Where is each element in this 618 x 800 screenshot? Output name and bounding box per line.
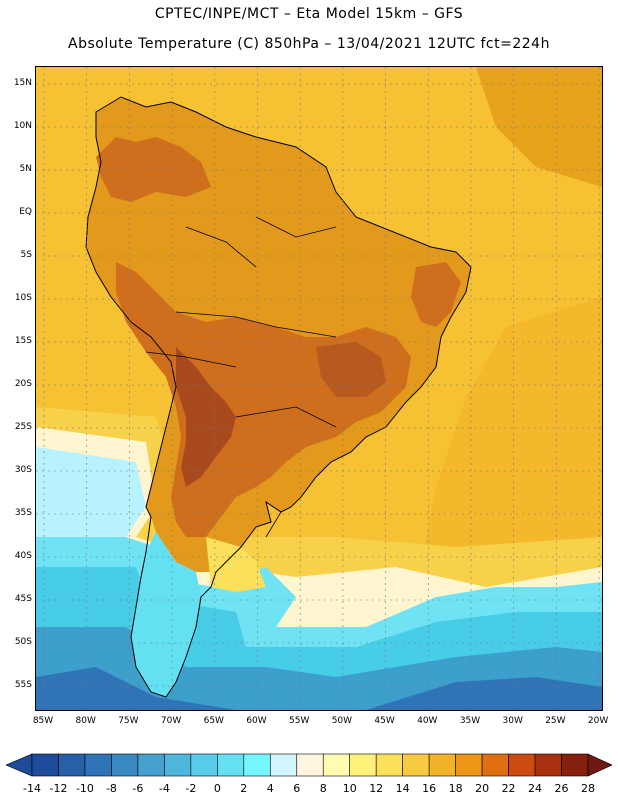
country-borders bbox=[145, 216, 337, 538]
lat-tick-label: 5S bbox=[20, 250, 32, 260]
colorbar-cell bbox=[217, 753, 245, 777]
lon-tick-label: 65W bbox=[203, 716, 224, 726]
lon-tick-label: 30W bbox=[502, 716, 523, 726]
colorbar-cell bbox=[481, 753, 509, 777]
lat-tick-label: 15N bbox=[13, 78, 32, 88]
colorbar-cell bbox=[375, 753, 403, 777]
colorbar-tick-label: 2 bbox=[240, 782, 248, 795]
lon-tick-label: 70W bbox=[160, 716, 182, 726]
colorbar-cell bbox=[534, 753, 562, 777]
lat-tick-label: 20S bbox=[14, 379, 32, 389]
lon-tick-label: 75W bbox=[118, 716, 139, 726]
colorbar-cell bbox=[561, 753, 589, 777]
lat-tick-label: 10S bbox=[14, 293, 32, 303]
colorbar-tick-label: -8 bbox=[105, 782, 117, 795]
colorbar-tick-label: -2 bbox=[185, 782, 197, 795]
colorbar-tick-label: 18 bbox=[448, 782, 463, 795]
lon-tick-label: 60W bbox=[246, 716, 267, 726]
warm-ocean-ne bbox=[476, 67, 602, 187]
colorbar-cell bbox=[58, 753, 86, 777]
colorbar-tick-label: 22 bbox=[501, 782, 516, 795]
lon-tick-label: 50W bbox=[331, 716, 353, 726]
chart-title-line1: CPTEC/INPE/MCT – Eta Model 15km – GFS bbox=[154, 6, 464, 22]
colorbar-tick-label: 6 bbox=[293, 782, 301, 795]
patagonia-mild bbox=[206, 537, 266, 592]
colorbar-tick-label: -10 bbox=[75, 782, 94, 795]
colorbar-arrow-left bbox=[6, 753, 33, 777]
colorbar-tick-label: 10 bbox=[342, 782, 357, 795]
colorbar-cell bbox=[31, 753, 59, 777]
colorbar-cell bbox=[190, 753, 218, 777]
colorbar-cell bbox=[402, 753, 430, 777]
lat-tick-label: 55S bbox=[14, 680, 32, 690]
colorbar-arrow-right bbox=[587, 753, 612, 777]
colorbar-cell bbox=[269, 753, 298, 777]
temperature-map bbox=[35, 66, 603, 711]
graticule bbox=[36, 67, 602, 710]
lon-tick-label: 25W bbox=[545, 716, 566, 726]
colorbar-cell bbox=[322, 753, 351, 777]
colorbar-tick-label: 14 bbox=[395, 782, 410, 795]
colorbar-tick-label: -4 bbox=[158, 782, 170, 795]
southern-cone bbox=[131, 532, 201, 697]
colorbar-tick-label: 28 bbox=[581, 782, 595, 795]
colorbar-tick-label: 16 bbox=[422, 782, 437, 795]
lon-tick-label: 85W bbox=[32, 716, 54, 726]
lon-tick-label: 45W bbox=[374, 716, 395, 726]
hottest-core bbox=[176, 347, 236, 487]
colorbar-tick-label: 8 bbox=[319, 782, 327, 795]
colorbar-cell bbox=[349, 753, 377, 777]
colorbar-tick-label: -6 bbox=[132, 782, 144, 795]
colorbar-tick-label: 24 bbox=[528, 782, 543, 795]
map-canvas bbox=[36, 67, 602, 710]
lat-tick-label: 15S bbox=[14, 336, 32, 346]
colorbar-cell bbox=[111, 753, 139, 777]
lat-tick-label: 35S bbox=[14, 508, 32, 518]
lon-tick-label: 80W bbox=[75, 716, 96, 726]
lat-tick-label: EQ bbox=[19, 207, 32, 217]
colorbar-tick-label: 0 bbox=[213, 782, 221, 795]
colorbar-tick-label: 20 bbox=[475, 782, 490, 795]
colorbar-tick-label: 26 bbox=[554, 782, 569, 795]
colorbar-cell bbox=[164, 753, 192, 777]
lat-tick-label: 25S bbox=[14, 422, 32, 432]
hot-core-brazil bbox=[316, 342, 386, 397]
colorbar-cell bbox=[508, 753, 536, 777]
colorbar-cell bbox=[296, 753, 324, 777]
chart-title-line2: Absolute Temperature (C) 850hPa – 13/04/… bbox=[68, 36, 550, 52]
lat-tick-label: 30S bbox=[14, 465, 32, 475]
lon-tick-label: 55W bbox=[289, 716, 310, 726]
coastline bbox=[85, 96, 472, 698]
lat-tick-label: 45S bbox=[14, 594, 32, 604]
lon-tick-label: 35W bbox=[459, 716, 481, 726]
colorbar-cell bbox=[428, 753, 456, 777]
lon-tick-label: 20W bbox=[587, 716, 609, 726]
colorbar-cell bbox=[243, 753, 271, 777]
colorbar-tick-label: 4 bbox=[266, 782, 274, 795]
colorbar-tick-label: -14 bbox=[23, 782, 41, 795]
lat-tick-label: 5N bbox=[19, 164, 32, 174]
lat-tick-label: 50S bbox=[14, 637, 32, 647]
colorbar-cell bbox=[84, 753, 112, 777]
colorbar bbox=[6, 753, 612, 777]
hot-north bbox=[96, 137, 211, 202]
cyan-band-west bbox=[36, 447, 146, 547]
colorbar-tick-label: 12 bbox=[369, 782, 384, 795]
colder-band bbox=[36, 667, 602, 710]
colorbar-tick-label: -12 bbox=[49, 782, 68, 795]
colorbar-cell bbox=[137, 753, 165, 777]
colorbar-cell bbox=[455, 753, 483, 777]
lon-tick-label: 40W bbox=[417, 716, 438, 726]
lat-tick-label: 40S bbox=[14, 551, 32, 561]
lat-tick-label: 10N bbox=[13, 121, 32, 131]
hot-northeast bbox=[411, 262, 461, 327]
